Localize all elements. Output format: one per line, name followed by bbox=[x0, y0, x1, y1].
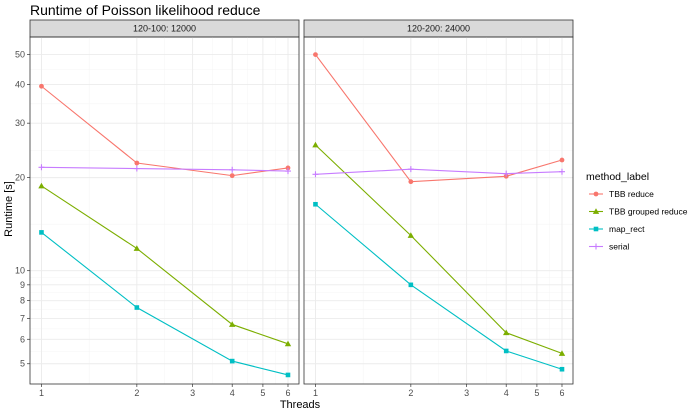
legend-item: TBB reduce bbox=[589, 189, 654, 199]
series-line-tbb-reduce bbox=[315, 54, 563, 183]
x-tick-label: 1 bbox=[313, 388, 318, 398]
data-point bbox=[229, 321, 236, 327]
x-tick-label: 6 bbox=[559, 388, 564, 398]
y-tick-label: 8 bbox=[20, 296, 25, 306]
x-tick-label: 3 bbox=[464, 388, 469, 398]
data-point bbox=[134, 305, 140, 310]
data-point bbox=[229, 358, 235, 364]
data-point bbox=[229, 166, 236, 173]
data-point bbox=[407, 166, 414, 173]
panel-border bbox=[29, 36, 300, 385]
y-tick-label: 6 bbox=[20, 334, 25, 344]
series-line-map-rect bbox=[315, 203, 563, 370]
y-tick-label: 5 bbox=[20, 359, 25, 369]
x-tick-label: 4 bbox=[230, 388, 235, 398]
data-point bbox=[407, 232, 415, 238]
data-point bbox=[408, 179, 414, 185]
data-point bbox=[133, 245, 141, 251]
legend-key-marker bbox=[593, 226, 599, 232]
data-point bbox=[408, 282, 414, 288]
y-tick-label: 50 bbox=[15, 50, 25, 60]
y-axis-title: Runtime [s] bbox=[3, 181, 15, 237]
x-tick-label: 6 bbox=[285, 388, 290, 398]
legend-label: TBB reduce bbox=[609, 189, 654, 199]
legend: method_label TBB reduce TBB grouped reduc… bbox=[586, 171, 688, 252]
data-point bbox=[503, 329, 510, 336]
legend-label: serial bbox=[609, 242, 629, 252]
data-point bbox=[39, 83, 44, 89]
data-point bbox=[133, 165, 140, 172]
facet-panel-1: 120-100: 12000 1 2 3 4 5 6 5 6 7 8 9 10 20 30 40 50 bbox=[15, 19, 300, 398]
data-point bbox=[285, 165, 291, 171]
series-line-serial bbox=[41, 166, 289, 172]
data-point bbox=[558, 350, 566, 356]
x-tick-label: 3 bbox=[190, 388, 195, 398]
facet-panel-2: 120-200: 24000 1 2 3 4 5 6 bbox=[303, 19, 574, 398]
y-tick-label: 20 bbox=[15, 173, 25, 183]
legend-label: TBB grouped reduce bbox=[609, 207, 688, 217]
legend-item: TBB grouped reduce bbox=[589, 207, 688, 217]
y-tick-label: 9 bbox=[20, 280, 25, 290]
x-axis-title: Threads bbox=[280, 399, 321, 411]
legend-key-marker bbox=[592, 208, 600, 214]
data-point bbox=[134, 160, 140, 166]
legend-title: method_label bbox=[586, 171, 649, 183]
series-line-map-rect bbox=[41, 231, 289, 376]
legend-label: map_rect bbox=[609, 224, 645, 234]
panel-border bbox=[303, 36, 574, 385]
legend-key-marker bbox=[593, 191, 599, 197]
x-tick-label: 5 bbox=[260, 388, 265, 398]
y-tick-label: 30 bbox=[15, 118, 25, 128]
y-tick-label: 7 bbox=[20, 314, 25, 324]
x-tick-label: 5 bbox=[534, 388, 539, 398]
data-point bbox=[284, 168, 291, 175]
data-point bbox=[312, 171, 319, 178]
data-point bbox=[313, 201, 318, 207]
series-line-tbb-grouped-reduce bbox=[315, 144, 563, 354]
data-point bbox=[312, 141, 319, 148]
data-point bbox=[38, 164, 45, 171]
series-line-tbb-grouped-reduce bbox=[41, 185, 289, 345]
data-point bbox=[285, 372, 291, 378]
legend-item: map_rect bbox=[589, 224, 645, 234]
facet-strip-label: 120-100: 12000 bbox=[133, 24, 196, 34]
x-tick-label: 1 bbox=[39, 388, 44, 398]
data-point bbox=[313, 52, 318, 57]
chart-title: Runtime of Poisson likelihood reduce bbox=[30, 2, 261, 18]
legend-item: serial bbox=[589, 242, 629, 252]
data-point bbox=[284, 340, 292, 347]
data-point bbox=[559, 157, 565, 163]
data-point bbox=[558, 168, 565, 175]
data-point bbox=[229, 173, 235, 179]
x-tick-label: 2 bbox=[408, 388, 413, 398]
data-point bbox=[39, 230, 44, 235]
y-tick-label: 10 bbox=[15, 266, 25, 276]
y-tick-label: 40 bbox=[15, 80, 25, 90]
facet-panels: 120-100: 12000 1 2 3 4 5 6 5 6 7 8 9 10 20 30 40 50 120-2… bbox=[15, 19, 574, 398]
series-line-serial bbox=[315, 168, 563, 175]
facet-strip-label: 120-200: 24000 bbox=[407, 24, 470, 34]
x-tick-label: 2 bbox=[134, 388, 139, 398]
data-point bbox=[503, 348, 509, 354]
data-point bbox=[38, 182, 45, 189]
data-point bbox=[503, 170, 510, 177]
legend-key-marker bbox=[593, 243, 599, 250]
x-tick-label: 4 bbox=[504, 388, 509, 398]
data-point bbox=[559, 366, 565, 372]
